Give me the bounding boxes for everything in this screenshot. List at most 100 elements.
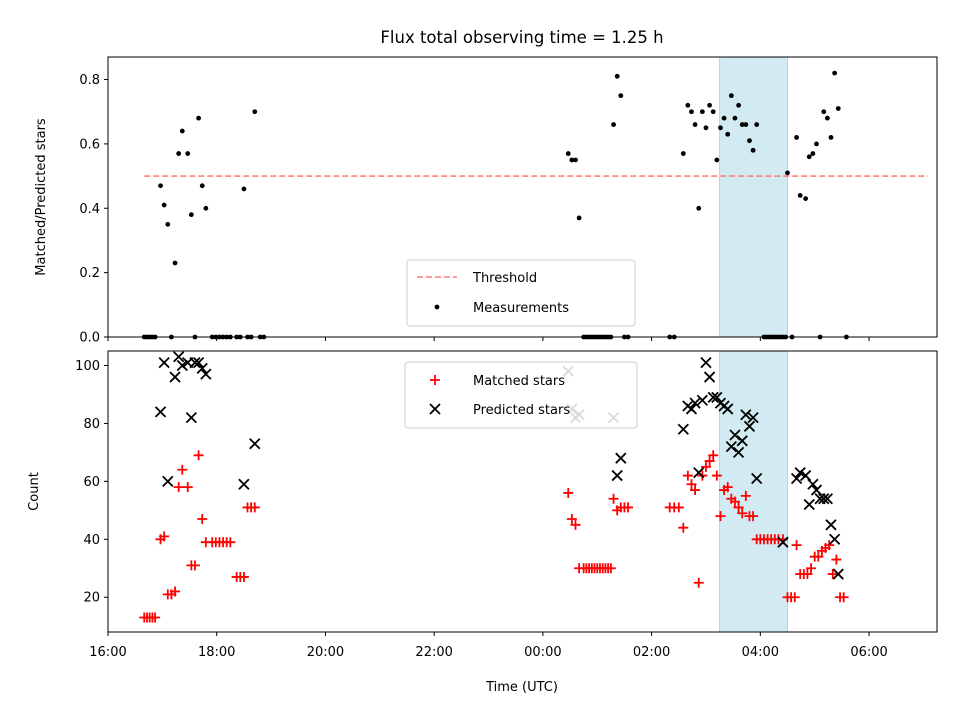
predicted-point (729, 429, 741, 441)
predicted-point (825, 519, 837, 531)
matched-point (708, 450, 719, 461)
measurement-point (576, 215, 582, 221)
y-tick-label: 20 (83, 591, 100, 606)
x-tick-label: 06:00 (850, 645, 887, 660)
measurement-point (689, 109, 694, 115)
measurement-point (832, 70, 838, 76)
series-matched-stars (139, 450, 849, 623)
measurement-point (703, 125, 709, 131)
legend-threshold-label: Threshold (472, 271, 537, 286)
predicted-point (722, 403, 734, 415)
measurement-point (573, 157, 578, 163)
predicted-point (832, 568, 844, 580)
predicted-point (169, 371, 181, 383)
measurement-point (161, 202, 167, 208)
plot-frame (107, 56, 938, 338)
matched-point (566, 514, 577, 525)
x-tick-label: 18:00 (198, 645, 235, 660)
measurement-point (692, 122, 698, 127)
matched-point (791, 540, 802, 551)
predicted-point (192, 356, 205, 369)
y-axis-label: Matched/Predicted stars (34, 118, 49, 276)
measurement-point (565, 151, 571, 156)
measurement-point (699, 109, 705, 115)
matched-point (711, 470, 722, 481)
matched-point (623, 502, 634, 513)
matched-point (806, 563, 817, 574)
predicted-point (732, 446, 745, 459)
predicted-point (615, 452, 627, 464)
measurement-point (814, 141, 819, 147)
count-panel: 20 40 60 80 100 16:00 18:00 20:00 22:00 00:00 02:0… (27, 350, 938, 660)
measurement-point (785, 170, 790, 176)
y-tick-label: 0.4 (79, 202, 100, 217)
legend-predicted-swatch (429, 403, 441, 415)
measurement-point (718, 125, 723, 131)
matched-point (608, 493, 619, 504)
measurement-point (824, 115, 830, 121)
predicted-point (810, 484, 823, 496)
predicted-point (700, 356, 712, 369)
predicted-point (725, 440, 737, 453)
measurement-point (618, 93, 624, 99)
matched-point (693, 577, 704, 588)
predicted-point (828, 533, 841, 545)
predicted-point (743, 420, 756, 432)
matched-point (249, 502, 260, 513)
legend-measurements-label: Measurements (473, 301, 569, 316)
legend-measurements-swatch (434, 304, 440, 310)
predicted-point (238, 478, 250, 490)
measurement-point (172, 260, 178, 266)
measurement-point (747, 138, 752, 144)
matched-point (673, 502, 684, 513)
matched-point (740, 490, 751, 501)
x-tick-label: 22:00 (415, 645, 452, 660)
measurement-point (835, 106, 841, 111)
measurement-point (721, 115, 727, 121)
y-tick-label: 40 (83, 533, 100, 548)
matched-point (238, 571, 249, 582)
predicted-point (200, 368, 212, 380)
measurement-point (794, 135, 799, 140)
legend-matched-swatch (430, 375, 440, 385)
measurement-point (696, 205, 702, 211)
measurement-point (739, 122, 745, 127)
matched-point (150, 612, 161, 623)
measurement-point (185, 151, 191, 156)
predicted-point (751, 472, 763, 485)
matched-point (838, 592, 849, 603)
matched-point (813, 551, 824, 562)
measurement-point (685, 102, 691, 108)
measurement-point (614, 73, 620, 79)
matched-point (177, 464, 188, 475)
predicted-point (173, 351, 185, 363)
matched-point (737, 508, 748, 519)
predicted-point (677, 423, 689, 435)
y-tick-label: 0.0 (79, 331, 100, 346)
predicted-point (747, 411, 759, 424)
predicted-point (249, 438, 261, 450)
matched-point (690, 485, 701, 496)
measurement-point (158, 183, 163, 189)
chart-title: Flux total observing time = 1.25 h (380, 28, 663, 47)
predicted-point (696, 394, 708, 406)
measurement-point (806, 154, 812, 160)
matched-point (170, 586, 181, 597)
y-tick-label: 0.6 (79, 137, 100, 152)
predicted-point (711, 391, 723, 403)
ratio-panel: 0.0 0.2 0.4 0.6 0.8 Matched/Predicted stars Th… (34, 56, 938, 346)
predicted-point (740, 409, 752, 421)
measurement-point (750, 147, 756, 153)
matched-point (733, 502, 744, 513)
matched-point (193, 450, 204, 461)
matched-point (802, 569, 813, 580)
predicted-point (790, 472, 803, 485)
measurement-point (188, 212, 194, 218)
plot-frame (107, 350, 938, 633)
x-tick-label: 16:00 (89, 645, 126, 660)
predicted-point (196, 362, 208, 375)
predicted-point (794, 467, 806, 479)
predicted-point (189, 356, 201, 369)
y-tick-label: 60 (83, 475, 100, 490)
